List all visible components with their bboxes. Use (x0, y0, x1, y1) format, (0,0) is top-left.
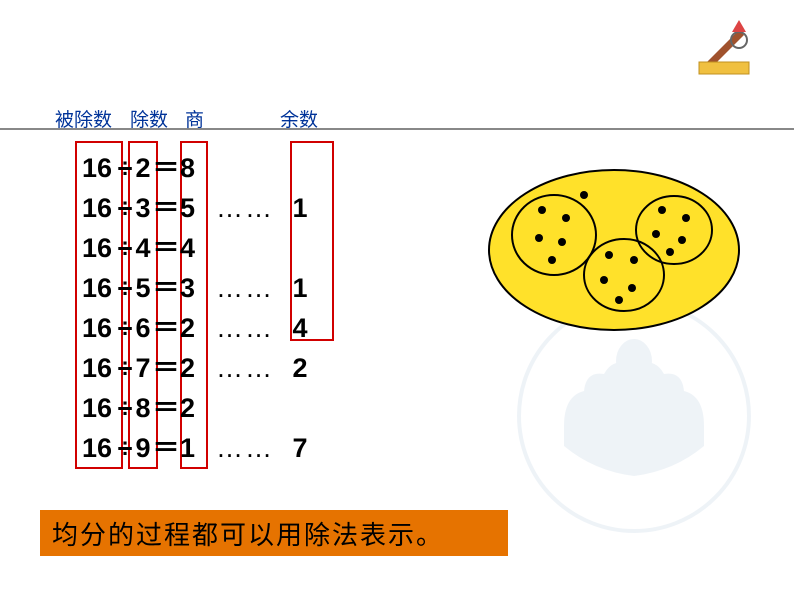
eq-divisor: 7 (134, 348, 152, 388)
eq-dividend: 16 (82, 428, 116, 468)
column-headers: 被除数 除数 商 余数 (55, 105, 340, 132)
equation-row: 16÷3＝5……1 (82, 188, 310, 228)
eq-divisor: 9 (134, 428, 152, 468)
eq-quotient: 2 (180, 388, 200, 428)
eq-remainder: 2 (290, 348, 310, 388)
eq-dividend: 16 (82, 148, 116, 188)
equation-row: 16÷8＝2 (82, 388, 310, 428)
caption-text: 均分的过程都可以用除法表示。 (52, 515, 444, 552)
equation-row: 16÷4＝4 (82, 228, 310, 268)
label-quotient: 商 (185, 105, 280, 132)
eq-remainder: 1 (290, 268, 310, 308)
eq-dots: …… (200, 308, 290, 348)
eq-quotient: 8 (180, 148, 200, 188)
eq-dividend: 16 (82, 268, 116, 308)
eq-remainder: 1 (290, 188, 310, 228)
eq-equals: ＝ (152, 348, 180, 388)
eq-remainder: 7 (290, 428, 310, 468)
equation-row: 16÷5＝3……1 (82, 268, 310, 308)
eq-dividend: 16 (82, 228, 116, 268)
eq-divisor: 8 (134, 388, 152, 428)
eq-quotient: 1 (180, 428, 200, 468)
equations-list: 16÷2＝816÷3＝5……116÷4＝416÷5＝3……116÷6＝2……41… (82, 148, 310, 468)
eq-equals: ＝ (152, 228, 180, 268)
eq-op: ÷ (116, 428, 134, 468)
eq-op: ÷ (116, 308, 134, 348)
eq-equals: ＝ (152, 308, 180, 348)
eq-divisor: 2 (134, 148, 152, 188)
equation-row: 16÷9＝1……7 (82, 428, 310, 468)
eq-dividend: 16 (82, 188, 116, 228)
eq-divisor: 3 (134, 188, 152, 228)
eq-equals: ＝ (152, 388, 180, 428)
eq-quotient: 2 (180, 348, 200, 388)
eq-dividend: 16 (82, 388, 116, 428)
eq-op: ÷ (116, 188, 134, 228)
eq-quotient: 4 (180, 228, 200, 268)
eq-dots: …… (200, 188, 290, 228)
eq-op: ÷ (116, 148, 134, 188)
label-dividend: 被除数 (55, 105, 130, 132)
eq-dividend: 16 (82, 348, 116, 388)
eq-dots: …… (200, 268, 290, 308)
eq-quotient: 5 (180, 188, 200, 228)
equation-row: 16÷6＝2……4 (82, 308, 310, 348)
corner-decoration-icon (684, 20, 764, 80)
eq-dots: …… (200, 428, 290, 468)
eq-equals: ＝ (152, 268, 180, 308)
eq-equals: ＝ (152, 428, 180, 468)
eq-equals: ＝ (152, 188, 180, 228)
eq-quotient: 2 (180, 308, 200, 348)
dots-diagram (484, 160, 744, 340)
eq-dots: …… (200, 348, 290, 388)
label-divisor: 除数 (130, 105, 185, 132)
equation-row: 16÷7＝2……2 (82, 348, 310, 388)
eq-dividend: 16 (82, 308, 116, 348)
caption-bar: 均分的过程都可以用除法表示。 (40, 510, 508, 556)
eq-op: ÷ (116, 228, 134, 268)
eq-op: ÷ (116, 388, 134, 428)
eq-divisor: 6 (134, 308, 152, 348)
equation-row: 16÷2＝8 (82, 148, 310, 188)
label-remainder: 余数 (280, 105, 340, 132)
eq-quotient: 3 (180, 268, 200, 308)
eq-equals: ＝ (152, 148, 180, 188)
eq-op: ÷ (116, 348, 134, 388)
eq-remainder: 4 (290, 308, 310, 348)
eq-divisor: 4 (134, 228, 152, 268)
eq-divisor: 5 (134, 268, 152, 308)
eq-op: ÷ (116, 268, 134, 308)
